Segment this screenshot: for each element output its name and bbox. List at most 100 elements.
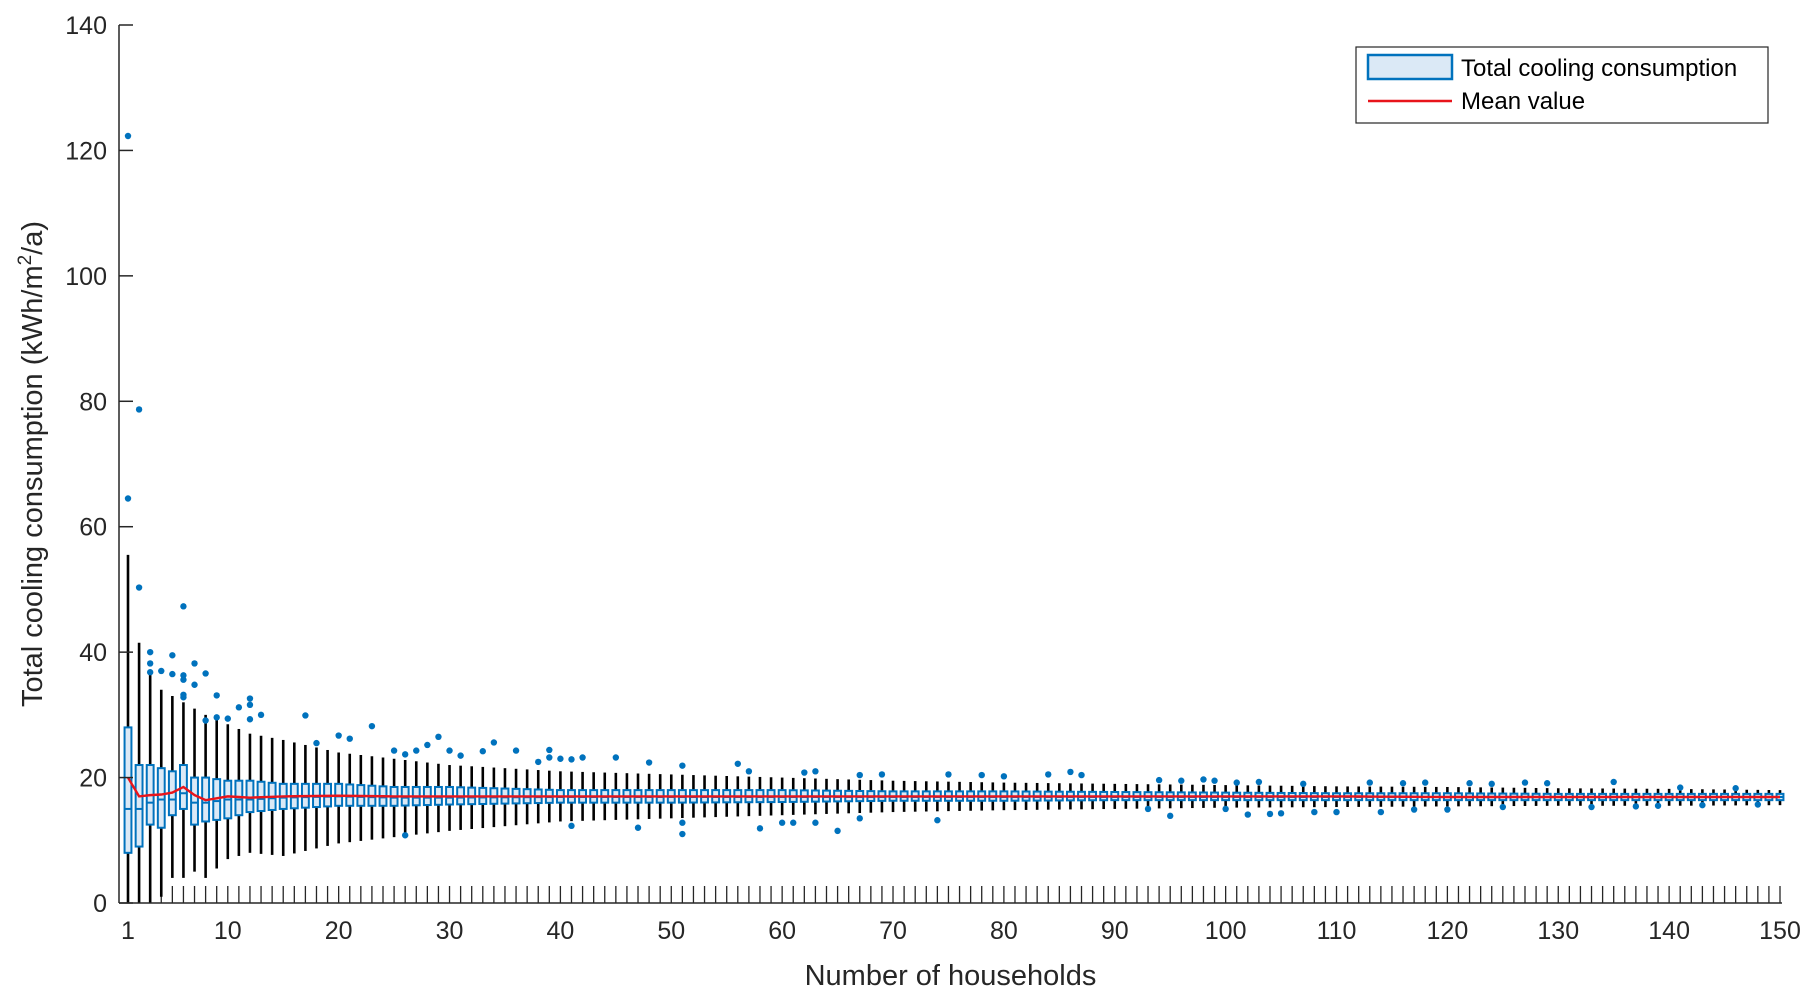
mean-series [126, 776, 1780, 802]
outlier-point [1499, 803, 1507, 811]
outlier-point [457, 752, 464, 759]
box-body [123, 726, 133, 854]
outlier-point [202, 717, 209, 724]
outlier-point [856, 815, 863, 822]
outlier-point [1078, 771, 1085, 779]
box-1 [123, 554, 133, 903]
outlier-point [1200, 776, 1207, 783]
outlier-point [834, 827, 841, 835]
outlier-point [401, 751, 409, 758]
box-8 [201, 714, 211, 878]
box-19 [323, 749, 333, 846]
x-minor-ticks [127, 886, 1781, 903]
outlier-point [224, 715, 231, 722]
outlier-point [812, 819, 819, 826]
box-24 [378, 757, 388, 839]
legend-label-mean: Mean value [1461, 88, 1585, 115]
x-tick-label: 70 [879, 917, 907, 945]
outlier-point [1366, 779, 1373, 786]
box-16 [289, 742, 299, 854]
outlier-point [180, 694, 187, 701]
outlier-points [124, 132, 1762, 839]
box-25 [389, 758, 399, 838]
outlier-point [756, 825, 764, 832]
y-tick-label: 100 [65, 263, 107, 291]
outlier-point [124, 132, 132, 140]
outlier-point [1178, 777, 1185, 784]
x-tick-label: 60 [768, 917, 796, 945]
outlier-point [1300, 780, 1307, 788]
outlier-point [146, 648, 154, 656]
outlier-point [246, 701, 254, 709]
box-22 [356, 754, 366, 841]
outlier-point [158, 667, 165, 675]
box-28 [422, 762, 432, 834]
outlier-point [568, 756, 575, 763]
box-31 [456, 765, 466, 830]
box-29 [434, 763, 443, 833]
outlier-point [878, 771, 886, 778]
x-tick-label: 120 [1427, 917, 1469, 945]
outlier-point [1399, 780, 1407, 787]
box-9 [212, 719, 222, 869]
axes [118, 25, 1782, 904]
x-tick-label: 130 [1537, 917, 1579, 945]
outlier-point [1333, 808, 1340, 816]
outlier-point [1444, 806, 1451, 813]
outlier-point [169, 652, 176, 659]
outlier-point [1410, 806, 1418, 813]
outlier-point [135, 584, 143, 591]
outlier-point [1488, 780, 1495, 788]
outlier-point [1167, 812, 1174, 820]
outlier-point [146, 660, 154, 667]
x-tick-label: 140 [1648, 917, 1690, 945]
x-tick-label: 10 [214, 917, 242, 945]
outlier-point [180, 676, 187, 683]
box-13 [256, 735, 266, 854]
outlier-point [978, 771, 985, 779]
y-tick-label: 120 [65, 137, 107, 165]
outlier-point [490, 739, 498, 746]
outlier-point [546, 754, 553, 761]
box-5 [167, 696, 177, 878]
outlier-point [180, 672, 187, 679]
y-axis-title-tail: /a) [17, 221, 49, 255]
outlier-point [1045, 771, 1052, 778]
box-11 [234, 728, 244, 856]
x-tick-label: 90 [1101, 917, 1129, 945]
box-21 [345, 753, 355, 843]
x-tick-label: 150 [1759, 917, 1801, 945]
outlier-point [446, 747, 453, 754]
outlier-point [1677, 784, 1684, 791]
outlier-point [801, 769, 808, 776]
outlier-point [1699, 801, 1706, 809]
outlier-point [1311, 808, 1318, 816]
box-7 [190, 708, 199, 872]
outlier-point [191, 660, 198, 667]
outlier-point [1222, 805, 1229, 813]
outlier-point [934, 817, 941, 824]
outlier-point [1000, 773, 1008, 780]
outlier-point [790, 819, 797, 826]
outlier-point [1211, 777, 1218, 784]
box-20 [334, 752, 344, 844]
x-tick-label: 40 [546, 917, 574, 945]
box-4 [156, 689, 166, 897]
x-tick-label: 30 [436, 917, 464, 945]
outlier-point [778, 819, 786, 826]
outlier-point [302, 712, 309, 719]
box-17 [300, 744, 310, 851]
outlier-point [246, 695, 254, 702]
outlier-point [579, 754, 586, 761]
outlier-point [1654, 802, 1662, 809]
outlier-point [612, 754, 620, 761]
y-tick-label: 0 [93, 890, 107, 918]
box-26 [400, 760, 410, 836]
outlier-point [424, 741, 431, 749]
outlier-point [1422, 779, 1429, 786]
x-tick-label: 20 [325, 917, 353, 945]
outlier-point [512, 747, 520, 754]
y-tick-label: 140 [65, 12, 107, 40]
outlier-point [679, 762, 686, 769]
outlier-point [257, 711, 265, 719]
